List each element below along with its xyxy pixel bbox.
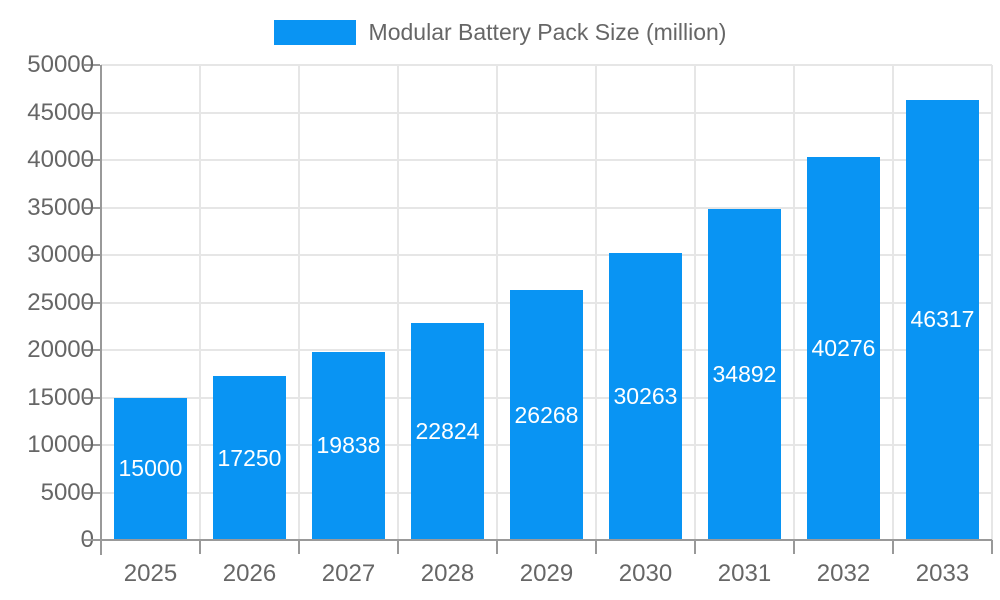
y-axis-tick [84,444,100,446]
y-axis-label: 25000 [27,288,94,316]
x-axis-tick [694,540,696,554]
y-axis-tick [84,64,100,66]
x-gridline [694,65,696,540]
bar-value-label: 17250 [217,444,282,471]
bar-2032: 40276 [807,157,880,540]
x-gridline [298,65,300,540]
bar-value-label: 34892 [712,360,777,387]
x-gridline [793,65,795,540]
x-gridline [892,65,894,540]
y-axis-tick [84,396,100,399]
y-axis-label: 20000 [27,336,94,363]
y-axis-label: 40000 [27,146,94,173]
y-axis-tick [84,254,100,256]
y-axis-tick [84,111,100,114]
x-axis-tick [397,540,399,554]
y-axis-label: 35000 [27,193,94,221]
x-axis-tick [892,540,894,554]
y-axis-tick [84,301,100,304]
x-axis-label: 2031 [717,560,772,587]
y-gridline [101,254,992,256]
bar-value-label: 30263 [613,382,678,409]
x-axis-tick [298,540,300,554]
bar-2029: 26268 [510,290,583,540]
x-gridline [496,65,498,540]
x-axis-label: 2028 [420,560,475,587]
x-axis-label: 2030 [618,560,673,587]
bar-2025: 15000 [114,397,187,540]
x-axis-label: 2026 [222,560,277,587]
y-gridline [101,206,992,209]
y-axis-label: 5000 [40,478,94,506]
x-gridline [991,65,993,540]
y-gridline [101,64,992,66]
y-axis-label: 15000 [27,383,94,411]
bar-2028: 22824 [411,323,484,540]
x-gridline [595,65,597,540]
x-gridline [199,65,201,540]
bar-value-label: 22824 [415,418,480,445]
x-axis-line [84,539,992,541]
y-axis-tick [84,491,100,494]
x-gridline [397,65,399,540]
x-axis-label: 2032 [816,560,871,587]
x-axis-tick [991,540,993,554]
y-axis-line [100,65,102,555]
x-axis-tick [595,540,597,554]
x-axis-tick [496,540,498,554]
plot-area: 15000 17250 19838 22824 26268 30263 34892 40276… [101,64,993,541]
x-axis-label: 2025 [123,560,178,587]
y-axis-tick [84,349,100,351]
bar-value-label: 40276 [811,335,876,362]
y-gridline [101,111,992,114]
bar-2030: 30263 [609,252,682,540]
x-axis-label: 2027 [321,560,376,587]
y-axis-label: 45000 [27,98,94,126]
y-axis-label: 10000 [27,431,94,458]
bar-value-label: 46317 [910,306,975,333]
bar-value-label: 26268 [514,401,579,428]
x-axis-label: 2029 [519,560,574,587]
bar-2031: 34892 [708,208,781,540]
legend-swatch [273,19,356,45]
legend-label: Modular Battery Pack Size (million) [368,18,727,45]
y-gridline [101,159,992,161]
y-axis-label: 0 [80,526,94,553]
x-axis-tick [199,540,201,554]
y-axis-tick [84,206,100,209]
x-axis-tick [793,540,795,554]
bar-value-label: 19838 [316,432,381,459]
y-axis-label: 30000 [27,241,94,268]
x-axis-label: 2033 [915,560,970,587]
bar-value-label: 15000 [118,455,183,482]
y-axis-label: 50000 [27,51,94,78]
y-axis-tick [84,159,100,161]
bar-2033: 46317 [906,99,979,540]
chart-legend: Modular Battery Pack Size (million) [0,19,1000,45]
bar-2027: 19838 [312,351,385,540]
bar-2026: 17250 [213,376,286,540]
